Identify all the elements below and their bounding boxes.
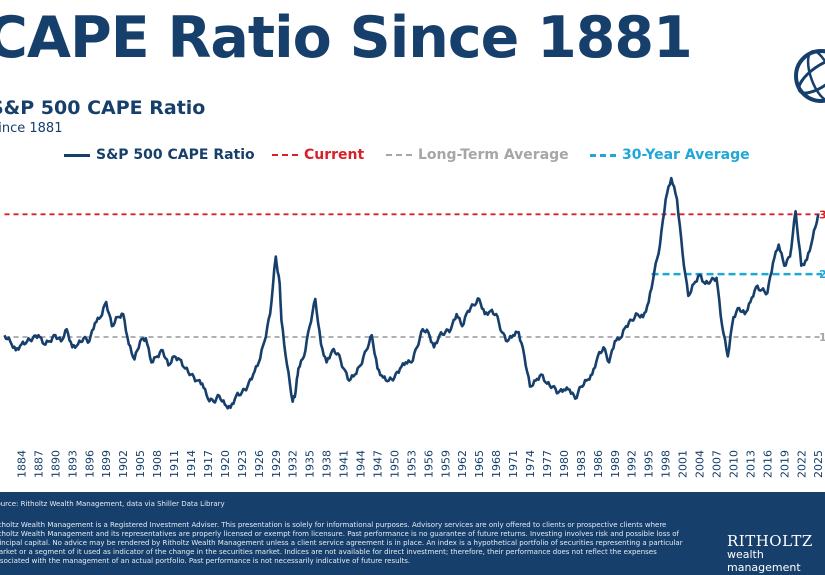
- legend-swatch-current: [272, 154, 298, 156]
- x-tick-label: 1884: [16, 450, 29, 478]
- x-tick-label: 1983: [575, 450, 588, 478]
- x-tick-label: 1977: [541, 450, 554, 478]
- x-tick-label: 1998: [660, 450, 673, 478]
- legend-item-long-term-average: Long-Term Average: [386, 147, 569, 163]
- chart-title: CAPE Ratio Since 1881: [0, 5, 693, 71]
- x-tick-label: 1947: [372, 450, 385, 478]
- chart-legend: S&P 500 CAPE Ratio Current Long-Term Ave…: [0, 147, 825, 167]
- x-tick-label: 2001: [677, 450, 690, 478]
- legend-label-current: Current: [304, 147, 365, 163]
- chart-subsubtitle: Since 1881: [0, 121, 63, 136]
- x-tick-label: 1974: [524, 450, 537, 478]
- x-tick-label: 1908: [151, 450, 164, 478]
- x-tick-label: 2019: [778, 450, 791, 478]
- legend-item-30-year-average: 30-Year Average: [590, 147, 750, 163]
- x-tick-label: 1920: [219, 450, 232, 478]
- footer-bar: Source: Ritholtz Wealth Management, data…: [0, 492, 825, 575]
- x-tick-label: 1953: [405, 450, 418, 478]
- x-tick-label: 1899: [100, 450, 113, 478]
- legend-item-cape: S&P 500 CAPE Ratio: [64, 147, 255, 163]
- legend-label-long-term-average: Long-Term Average: [418, 147, 569, 163]
- x-tick-label: 1941: [338, 450, 351, 478]
- x-tick-label: 2010: [728, 450, 741, 478]
- chart-subtitle: S&P 500 CAPE Ratio: [0, 97, 206, 119]
- x-tick-label: 1956: [422, 450, 435, 478]
- x-tick-label: 1986: [592, 450, 605, 478]
- x-tick-label: 2022: [795, 450, 808, 478]
- x-tick-label: 2016: [761, 450, 774, 478]
- x-tick-label: 1887: [32, 450, 45, 478]
- x-tick-label: 2013: [744, 450, 757, 478]
- x-tick-label: 1992: [626, 450, 639, 478]
- source-note: Source: Ritholtz Wealth Management, data…: [0, 500, 225, 508]
- x-tick-label: 1902: [117, 450, 130, 478]
- x-tick-label: 1926: [253, 450, 266, 478]
- x-tick-label: 1971: [507, 450, 520, 478]
- series-line-cape-ratio: [3, 176, 820, 410]
- x-tick-label: 1935: [304, 450, 317, 478]
- x-tick-label: 1968: [490, 450, 503, 478]
- reference-label-long-term-average: 1: [819, 331, 825, 344]
- x-tick-label: 1905: [134, 450, 147, 478]
- x-tick-label: 1995: [643, 450, 656, 478]
- globe-logo-icon: [794, 49, 825, 103]
- x-tick-label: 1893: [66, 450, 79, 478]
- x-tick-label: 1929: [270, 450, 283, 478]
- reference-label-current: 3: [819, 208, 825, 221]
- x-tick-label: 1938: [321, 450, 334, 478]
- x-tick-label: 1980: [558, 450, 571, 478]
- x-tick-label: 1962: [456, 450, 469, 478]
- x-tick-label: 1989: [609, 450, 622, 478]
- x-tick-label: 2007: [711, 450, 724, 478]
- x-tick-label: 1917: [202, 450, 215, 478]
- x-tick-label: 1944: [355, 450, 368, 478]
- x-tick-label: 1950: [388, 450, 401, 478]
- x-tick-label: 1911: [168, 450, 181, 478]
- cape-ratio-line-chart: 3 1 2 1884 1887 1890 1893 1896 1899 1902 1905 1908 1…: [3, 176, 825, 478]
- legend-label-30-year-average: 30-Year Average: [622, 147, 750, 163]
- x-tick-label: 1896: [83, 450, 96, 478]
- x-tick-label: 1965: [473, 450, 486, 478]
- legend-item-current: Current: [272, 147, 364, 163]
- x-tick-label: 2004: [694, 450, 707, 478]
- legend-swatch-30-year-average: [590, 153, 616, 157]
- legend-label-cape: S&P 500 CAPE Ratio: [96, 147, 255, 163]
- x-tick-label: 2025: [812, 450, 825, 478]
- x-tick-label: 1959: [439, 450, 452, 478]
- x-tick-label: 1914: [185, 450, 198, 478]
- brand-tagline: wealth management: [727, 548, 801, 574]
- x-tick-label: 1923: [236, 450, 249, 478]
- brand-wordmark: RITHOLTZ wealth management: [727, 532, 825, 574]
- x-tick-label: 1932: [287, 450, 300, 478]
- legend-swatch-cape: [64, 153, 90, 157]
- reference-label-30-year-average: 2: [819, 268, 825, 281]
- disclaimer-text: Ritholtz Wealth Management is a Register…: [0, 521, 683, 565]
- legend-swatch-long-term-average: [386, 154, 412, 156]
- brand-name: RITHOLTZ: [727, 532, 813, 550]
- x-tick-label: 1890: [49, 450, 62, 478]
